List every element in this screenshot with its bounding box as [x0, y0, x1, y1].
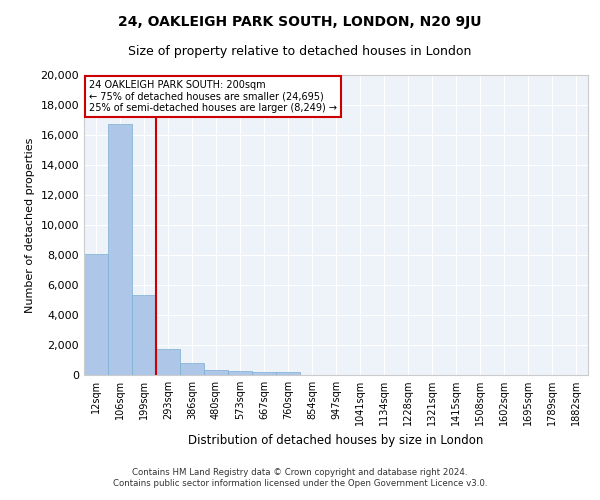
Text: Size of property relative to detached houses in London: Size of property relative to detached ho…	[128, 45, 472, 58]
Text: Contains HM Land Registry data © Crown copyright and database right 2024.
Contai: Contains HM Land Registry data © Crown c…	[113, 468, 487, 487]
Bar	[228, 371, 252, 375]
Text: 24 OAKLEIGH PARK SOUTH: 200sqm
← 75% of detached houses are smaller (24,695)
25%: 24 OAKLEIGH PARK SOUTH: 200sqm ← 75% of …	[89, 80, 337, 112]
Bar	[180, 364, 204, 375]
Y-axis label: Number of detached properties: Number of detached properties	[25, 138, 35, 312]
Bar	[204, 370, 228, 375]
Bar	[132, 294, 156, 375]
X-axis label: Distribution of detached houses by size in London: Distribution of detached houses by size …	[188, 434, 484, 446]
Text: 24, OAKLEIGH PARK SOUTH, LONDON, N20 9JU: 24, OAKLEIGH PARK SOUTH, LONDON, N20 9JU	[118, 15, 482, 29]
Bar	[252, 372, 276, 375]
Bar	[156, 349, 180, 375]
Bar	[276, 372, 300, 375]
Bar	[84, 254, 108, 375]
Bar	[108, 124, 132, 375]
